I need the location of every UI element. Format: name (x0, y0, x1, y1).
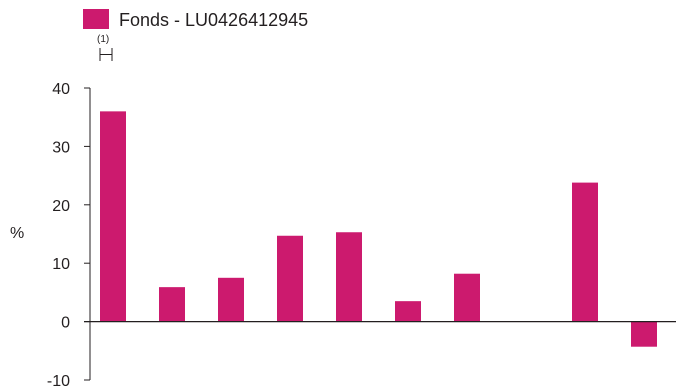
y-tick-label: 10 (52, 256, 70, 273)
y-axis-label: % (10, 225, 24, 242)
bar (336, 232, 362, 322)
y-tick-label: 0 (61, 315, 70, 332)
bar (100, 111, 126, 322)
footnote-marker: (1) (97, 34, 113, 61)
legend-label: Fonds - LU0426412945 (119, 10, 308, 30)
y-tick-label: 20 (52, 198, 70, 215)
bar (218, 277, 244, 322)
bar (159, 287, 185, 322)
bar (631, 321, 657, 347)
bar (277, 235, 303, 322)
legend: Fonds - LU0426412945 (83, 9, 308, 30)
y-ticks: 40 30 20 10 0 -10 (47, 81, 90, 388)
bar (454, 273, 480, 322)
y-tick-label: 30 (52, 139, 70, 156)
bar (395, 301, 421, 322)
footnote-label: (1) (97, 34, 109, 45)
bar (572, 182, 598, 322)
y-tick-label: 40 (52, 81, 70, 98)
legend-swatch (83, 9, 109, 29)
y-tick-label: -10 (47, 373, 70, 388)
bars (100, 111, 657, 347)
